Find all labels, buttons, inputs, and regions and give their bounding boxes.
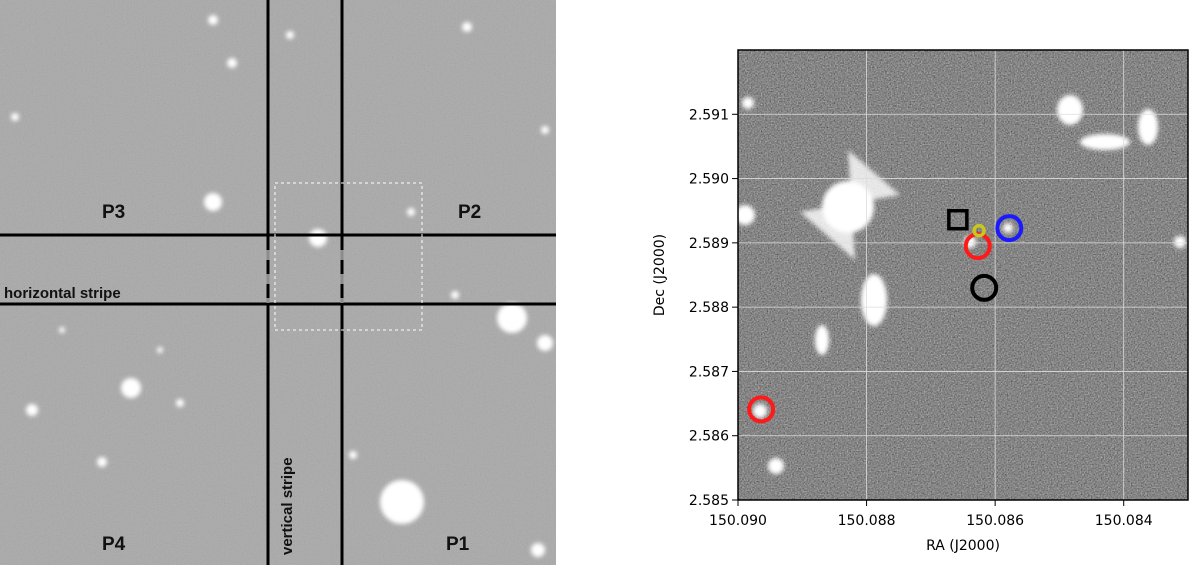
marker: [947, 208, 969, 231]
x-tick-label: 150.090: [709, 513, 767, 529]
y-tick-label: 2.585: [689, 493, 729, 509]
y-tick-label: 2.586: [689, 429, 729, 445]
panel-label: P3: [102, 202, 125, 223]
x-axis-label: RA (J2000): [926, 538, 1000, 554]
y-tick-label: 2.588: [689, 300, 729, 316]
panel-label: P2: [458, 202, 481, 223]
y-tick-label: 2.591: [689, 107, 729, 123]
stripe-label: vertical stripe: [279, 457, 296, 555]
sky-image: [738, 50, 1188, 500]
x-tick-label: 150.084: [1095, 513, 1153, 529]
stripe-label: horizontal stripe: [4, 285, 121, 302]
marker: [972, 223, 986, 238]
left-image: P3 P2 P4 P1 horizontal stripe vertical s…: [0, 0, 556, 565]
x-tick-label: 150.088: [838, 513, 896, 529]
panel-label: P1: [446, 534, 470, 555]
marker: [995, 214, 1024, 243]
y-tick-label: 2.589: [689, 236, 729, 252]
marker: [747, 395, 776, 424]
y-axis-label: Dec (J2000): [652, 234, 668, 316]
y-tick-label: 2.590: [689, 172, 729, 188]
panel-label: P4: [102, 534, 126, 555]
plot-frame: [737, 49, 1189, 501]
x-tick-label: 150.086: [966, 513, 1024, 529]
marker: [970, 273, 999, 302]
y-tick-label: 2.587: [689, 364, 729, 380]
